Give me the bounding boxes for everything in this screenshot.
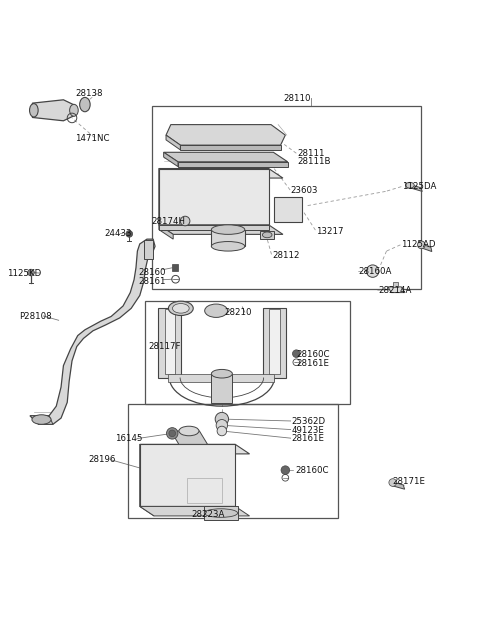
Polygon shape [164,152,178,167]
Ellipse shape [263,232,272,238]
Ellipse shape [30,103,38,117]
Polygon shape [211,230,245,246]
Text: 24433: 24433 [104,229,132,238]
Polygon shape [166,124,285,145]
Text: 28210: 28210 [225,308,252,317]
Ellipse shape [211,369,232,378]
Polygon shape [30,416,53,424]
Text: 28223A: 28223A [192,510,225,519]
Circle shape [215,413,228,426]
Ellipse shape [211,242,245,251]
Ellipse shape [32,415,51,424]
Ellipse shape [204,304,228,317]
Bar [187,478,222,502]
Text: 28110: 28110 [283,94,311,103]
Bar [211,374,232,403]
Ellipse shape [179,426,199,436]
Polygon shape [159,168,173,234]
Polygon shape [409,184,422,191]
Ellipse shape [70,104,78,116]
Text: 28160C: 28160C [296,350,330,359]
Polygon shape [159,168,283,178]
Ellipse shape [211,225,245,234]
Circle shape [169,430,176,437]
Bar [128,404,338,518]
Text: 25362D: 25362D [291,417,325,426]
Circle shape [389,479,396,487]
Text: 28196: 28196 [88,455,116,464]
Text: 1125KD: 1125KD [7,269,41,278]
Polygon shape [178,162,288,167]
Text: 28161E: 28161E [291,434,324,443]
Polygon shape [388,287,405,293]
Ellipse shape [204,509,238,517]
Text: 1471NC: 1471NC [75,134,110,143]
Text: 28160: 28160 [139,268,167,277]
Circle shape [281,466,289,475]
Bar [269,309,280,374]
Polygon shape [171,431,207,444]
Circle shape [167,428,178,439]
Circle shape [180,216,190,226]
Text: 28160A: 28160A [359,267,392,276]
Bar [204,507,238,520]
Text: 1125AD: 1125AD [401,240,436,249]
Polygon shape [275,197,302,223]
Polygon shape [140,444,250,454]
Bar [165,309,175,374]
Ellipse shape [168,301,193,316]
Text: 28117F: 28117F [148,342,181,351]
Text: 28171E: 28171E [393,477,426,486]
Polygon shape [159,225,283,234]
FancyBboxPatch shape [168,374,275,382]
Polygon shape [164,152,288,162]
Circle shape [292,350,300,358]
Polygon shape [392,481,405,489]
Ellipse shape [80,97,90,112]
Circle shape [126,230,132,237]
Bar [158,309,181,377]
Text: 49123E: 49123E [291,425,324,435]
Polygon shape [166,135,180,150]
Text: 28161E: 28161E [296,358,329,368]
Polygon shape [140,444,235,507]
Circle shape [28,269,34,276]
Circle shape [216,420,228,431]
Text: 28161: 28161 [139,276,167,286]
Circle shape [217,426,227,436]
Text: 28174H: 28174H [152,216,186,225]
Bar [263,309,286,377]
Text: 28112: 28112 [273,251,300,260]
Ellipse shape [406,182,414,188]
Bar [172,264,179,271]
Text: 28160C: 28160C [295,466,328,475]
Text: 23603: 23603 [290,186,318,195]
Circle shape [418,241,425,249]
Polygon shape [140,507,250,516]
Polygon shape [159,225,269,230]
Bar [152,105,421,289]
Circle shape [366,265,379,277]
Text: 13217: 13217 [316,227,344,236]
Ellipse shape [172,304,189,313]
Text: 16145: 16145 [115,434,143,443]
Text: 1125DA: 1125DA [402,182,437,191]
Polygon shape [180,145,281,150]
Text: 28214A: 28214A [378,286,412,295]
Text: 28111: 28111 [297,149,325,158]
Text: 28111B: 28111B [297,157,331,167]
Bar [144,240,153,259]
Polygon shape [421,244,432,252]
Text: P28108: P28108 [20,312,52,321]
Polygon shape [30,239,155,424]
Polygon shape [140,444,154,516]
Polygon shape [159,225,173,239]
Text: 28138: 28138 [75,89,103,98]
Polygon shape [260,230,275,239]
Polygon shape [159,168,269,225]
Bar [144,301,350,404]
Bar [393,282,398,287]
Polygon shape [33,100,75,121]
